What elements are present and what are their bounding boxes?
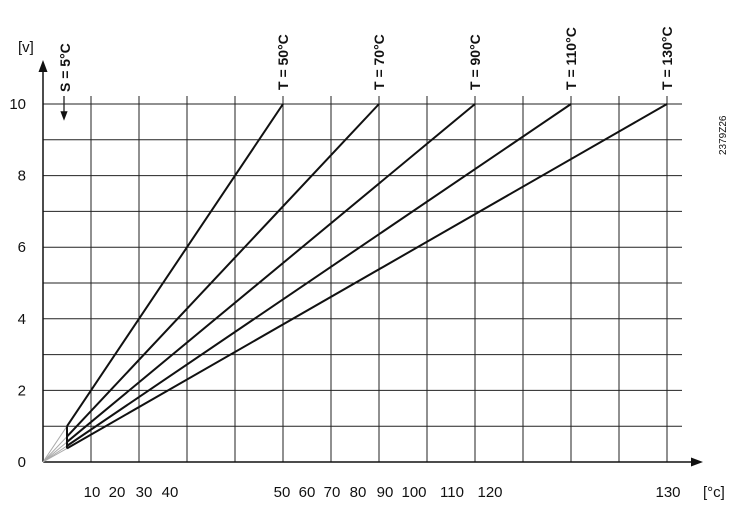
- line-origin-segment: [42, 425, 68, 463]
- x-axis-label: [°c]: [703, 484, 725, 501]
- y-tick-label: 4: [18, 311, 26, 328]
- x-tick-label: 10: [84, 484, 101, 501]
- x-tick-label: 20: [109, 484, 126, 501]
- line-series: [66, 103, 284, 427]
- line-origin-segment: [42, 441, 68, 463]
- series-label: T = 110°C: [563, 27, 579, 90]
- y-tick-label: 10: [9, 96, 26, 113]
- annotation: S = 5°C: [57, 43, 73, 92]
- line-origin-segment: [42, 447, 68, 463]
- x-tick-label: 120: [477, 484, 502, 501]
- y-tick-label: 6: [18, 239, 26, 256]
- x-tick-label: 80: [350, 484, 367, 501]
- x-tick-label: 50: [274, 484, 291, 501]
- x-tick-label: 100: [401, 484, 426, 501]
- y-tick-label: 0: [18, 454, 26, 471]
- figure-code: 2379Z26: [718, 115, 729, 155]
- x-tick-label: 130: [655, 484, 680, 501]
- line-series: [66, 103, 668, 450]
- line-origin-segment: [42, 436, 68, 463]
- series-label: T = 130°C: [659, 26, 675, 90]
- x-tick-label: 30: [136, 484, 153, 501]
- series-label: T = 70°C: [371, 34, 387, 90]
- x-tick-label: 60: [299, 484, 316, 501]
- y-axis-label: [v]: [18, 39, 34, 56]
- line-series: [66, 103, 380, 438]
- series-label: T = 90°C: [467, 34, 483, 90]
- x-tick-label: 110: [440, 484, 464, 501]
- line-series: [66, 103, 572, 447]
- line-series: [66, 103, 476, 443]
- y-tick-label: 2: [18, 382, 26, 399]
- x-tick-label: 70: [324, 484, 341, 501]
- x-tick-label: 90: [377, 484, 394, 501]
- y-tick-label: 8: [18, 168, 26, 185]
- x-tick-label: 40: [162, 484, 179, 501]
- series-label: T = 50°C: [275, 34, 291, 90]
